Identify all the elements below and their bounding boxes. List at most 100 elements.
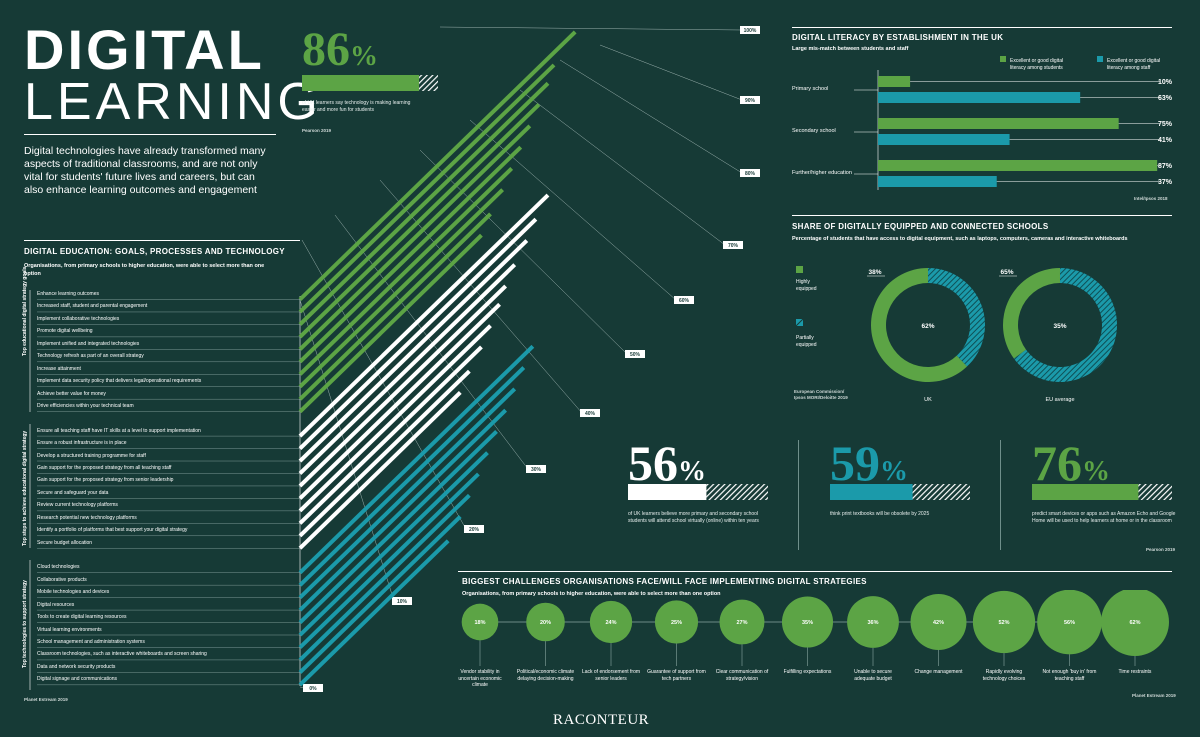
challenge-bubble <box>847 596 899 648</box>
goal-item-label: Gain support for the proposed strategy f… <box>37 477 174 484</box>
goals-rule <box>24 240 300 241</box>
literacy-bar <box>878 118 1119 129</box>
challenge-value: 36% <box>867 620 878 626</box>
challenge-bubble <box>719 599 765 645</box>
goal-bar <box>298 451 489 637</box>
goals-source: Planet Estream 2019 <box>24 697 68 702</box>
challenge-label: Guarantee of support from tech partners <box>647 669 706 682</box>
literacy-bar <box>878 134 1010 145</box>
goal-bar <box>298 63 556 314</box>
goals-tick-box <box>740 96 760 104</box>
schools-subtitle: Percentage of students that have access … <box>792 236 1128 242</box>
stat-percent-sign: % <box>1082 456 1110 487</box>
challenge-label: Political/economic climate delaying deci… <box>516 669 575 682</box>
goal-bar <box>298 167 514 376</box>
stat-59-value: 59% <box>830 438 908 488</box>
title-rule <box>24 134 276 135</box>
stat-56-text: of UK learners believe more primary and … <box>628 511 759 524</box>
literacy-rule <box>792 27 1172 28</box>
challenge-label: Clear communication of strategy/vision <box>715 669 769 682</box>
stat-59-bar <box>830 484 970 500</box>
challenges-rule <box>458 571 1172 572</box>
challenge-value: 52% <box>998 620 1009 626</box>
goal-bar <box>298 390 462 550</box>
challenge-bubble <box>781 596 834 648</box>
goals-tick-guide <box>559 59 743 174</box>
donut-highly-value: 35% <box>1053 323 1066 330</box>
goals-tick-guide <box>599 44 743 101</box>
literacy-legend-staff: Excellent or good digital literacy among… <box>1097 56 1177 74</box>
goals-tick-label: 0% <box>309 686 317 692</box>
goal-bar <box>298 408 508 612</box>
challenge-bubble <box>1101 590 1169 656</box>
schools-source: European Commission/ Ipsos MORI/Deloitte… <box>794 389 848 400</box>
schools-rule <box>792 215 1172 216</box>
literacy-chart: Primary school 10% 63% Secondary school 75% 4… <box>792 70 1173 190</box>
donut-slice-highly <box>1003 268 1060 359</box>
stat-bar-fill <box>830 484 913 500</box>
goals-tick-label: 60% <box>679 298 690 304</box>
goals-subtitle: Organisations, from primary schools to h… <box>24 263 265 277</box>
literacy-category-label: Primary school <box>792 86 828 92</box>
literacy-bar <box>878 92 1081 103</box>
literacy-bar <box>878 176 997 187</box>
goals-tick-box <box>740 26 760 34</box>
goals-tick-guide <box>301 239 467 530</box>
donut-charts: 62% 38% UK 35% 65% EU average <box>867 268 1117 403</box>
goal-bar <box>298 345 483 525</box>
goals-tick-label: 90% <box>745 98 756 104</box>
brand-logo: RACONTEUR <box>553 712 650 728</box>
literacy-source: Intel/Ipsos 2018 <box>1134 196 1168 201</box>
donut-slice-partially <box>1013 268 1117 382</box>
goals-tick-box <box>526 465 546 473</box>
goal-bar <box>298 263 517 475</box>
goals-tick-guide <box>469 119 677 301</box>
stat-bar-fill <box>1032 484 1139 500</box>
goal-item-label: Data and network security products <box>37 663 116 670</box>
legend-students-label: Excellent or good digital literacy among… <box>1010 58 1064 71</box>
goals-tick-box <box>674 296 694 304</box>
stat-86-value: 86% <box>302 23 378 76</box>
stat-percent-sign: % <box>880 456 908 487</box>
donut-slice-partially <box>928 268 985 367</box>
literacy-value-label: 63% <box>1158 95 1173 102</box>
goal-bar <box>298 387 517 600</box>
goals-title: DIGITAL EDUCATION: GOALS, PROCESSES AND … <box>24 247 285 256</box>
goals-tick-box <box>625 350 645 358</box>
goal-bar <box>298 472 480 649</box>
literacy-value-label: 75% <box>1158 121 1173 128</box>
challenge-bubble <box>526 602 565 642</box>
stat-number: 56 <box>628 435 678 491</box>
goal-bar <box>298 212 492 401</box>
literacy-value-label: 37% <box>1158 179 1173 186</box>
goal-item-label: Ensure all teaching staff have IT skills… <box>37 427 201 434</box>
schools-title: SHARE OF DIGITALLY EQUIPPED AND CONNECTE… <box>792 222 1049 231</box>
literacy-legend-students: Excellent or good digital literacy among… <box>1000 56 1080 74</box>
goal-bar <box>298 124 532 351</box>
challenge-bubble <box>461 603 499 641</box>
legend-staff-label: Excellent or good digital literacy among… <box>1107 58 1161 71</box>
goals-tick-label: 30% <box>531 467 542 473</box>
literacy-value-label: 10% <box>1158 79 1173 86</box>
stat-86-bar <box>302 75 438 91</box>
stat-bar-remainder <box>1138 484 1172 500</box>
challenge-value: 62% <box>1129 620 1140 626</box>
goal-item-label: Promote digital wellbeing <box>37 328 93 335</box>
literacy-title: DIGITAL LITERACY BY ESTABLISHMENT IN THE… <box>792 33 1004 42</box>
stat-56-bar <box>628 484 768 500</box>
goal-bar <box>298 493 471 662</box>
goal-bar <box>298 344 535 575</box>
goal-bar <box>298 217 538 450</box>
literacy-subtitle: Large mis-match between students and sta… <box>792 46 909 52</box>
goals-tick-label: 20% <box>469 527 480 533</box>
goal-bar <box>298 145 523 364</box>
goals-tick-label: 80% <box>745 171 756 177</box>
challenge-label: Lack of endorsement from senior leaders <box>581 669 641 682</box>
goal-item-label: Drive efficiencies within your technical… <box>37 403 134 410</box>
goal-bar <box>298 515 462 674</box>
goal-bar <box>298 188 505 389</box>
donut-category-label: UK <box>924 397 932 403</box>
goal-item-label: Virtual learning environments <box>37 626 102 633</box>
goal-item-label: Implement collaborative technologies <box>37 315 120 322</box>
goals-tick-guide <box>439 26 743 31</box>
